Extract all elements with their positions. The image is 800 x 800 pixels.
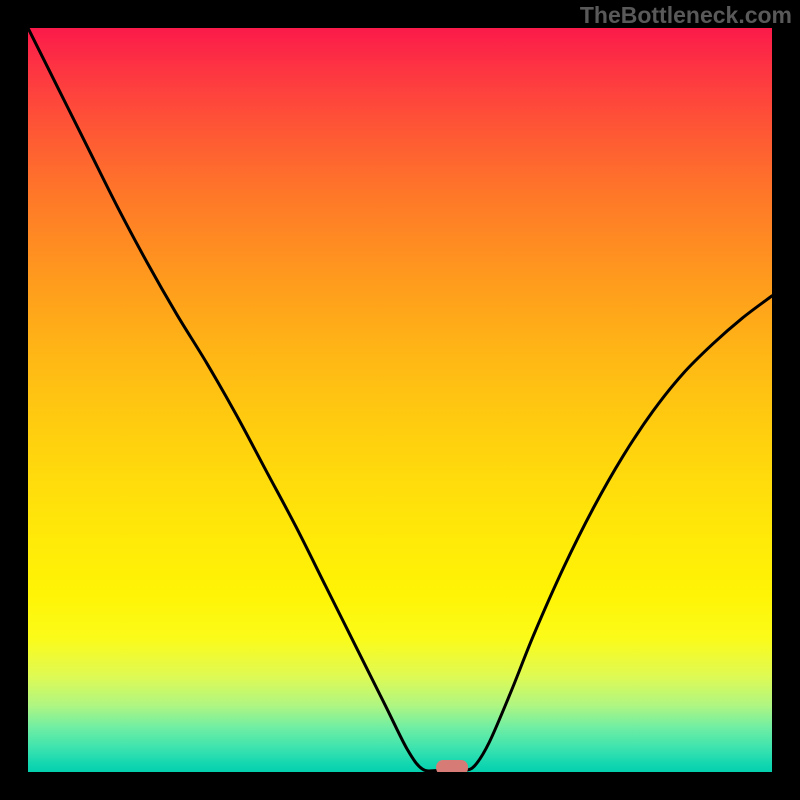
chart-frame: TheBottleneck.com xyxy=(0,0,800,800)
curve-layer xyxy=(28,28,772,772)
minimum-marker xyxy=(436,760,468,772)
plot-area xyxy=(28,28,772,772)
watermark-text: TheBottleneck.com xyxy=(580,2,792,29)
bottleneck-curve xyxy=(28,28,772,771)
